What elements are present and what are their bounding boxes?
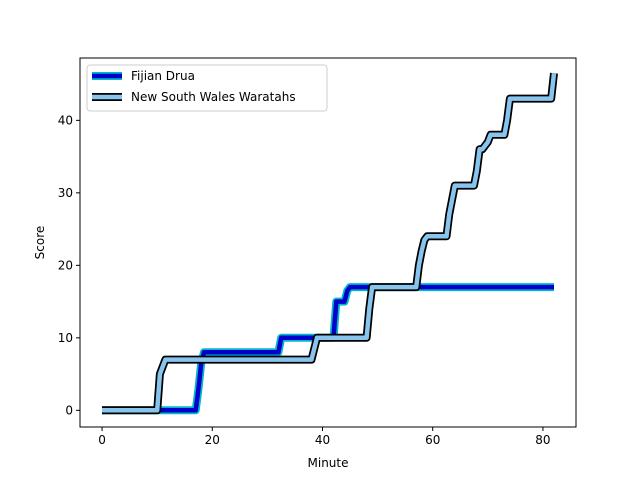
y-tick-label: 10 [58, 331, 73, 345]
plot-area-frame [79, 57, 577, 428]
x-tick-label: 80 [535, 433, 550, 447]
y-tick-label: 30 [58, 186, 73, 200]
ticks-layer: 0 20 40 60 80 0 10 20 30 40 [58, 113, 551, 447]
series-line-new-south-wales-waratahs [102, 72, 557, 413]
y-tick-label: 20 [58, 258, 73, 272]
x-tick-label: 40 [315, 433, 330, 447]
series-layer [102, 72, 558, 415]
x-tick-label: 0 [98, 433, 106, 447]
x-tick-label: 60 [425, 433, 440, 447]
legend-label-new-south-wales-waratahs: New South Wales Waratahs [131, 90, 296, 104]
y-tick-label: 0 [65, 403, 73, 417]
legend-box [86, 64, 328, 112]
x-tick-label: 20 [205, 433, 220, 447]
y-tick-label: 40 [58, 113, 73, 127]
y-axis-label: Score [33, 226, 47, 260]
x-axis-label: Minute [308, 456, 349, 470]
legend: Fijian Drua New South Wales Waratahs [86, 64, 328, 112]
series-line-fijian-drua [102, 284, 554, 413]
legend-label-fijian-drua: Fijian Drua [131, 69, 195, 83]
